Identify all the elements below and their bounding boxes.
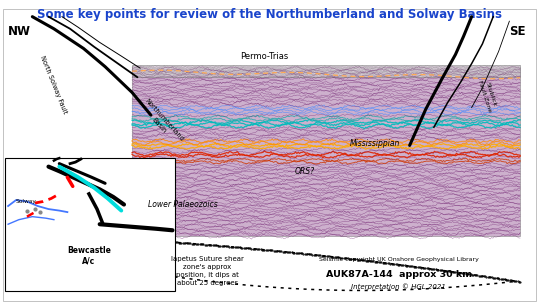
Bar (132, 67, 520, 236)
Text: SE: SE (509, 25, 526, 38)
Text: Mississippian: Mississippian (349, 139, 400, 148)
Text: Iapetus Suture shear
zone's approx
position, it dips at
about 25 degrees: Iapetus Suture shear zone's approx posit… (171, 256, 244, 286)
Text: Stublick
Fault Zone: Stublick Fault Zone (478, 78, 498, 113)
Text: North Solway Fault: North Solway Fault (39, 55, 68, 115)
Text: Solway: Solway (16, 199, 36, 204)
Text: Seismic copyright UK Onshore Geophysical Library: Seismic copyright UK Onshore Geophysical… (319, 257, 479, 261)
Bar (5, 158, 175, 291)
Text: Northumberland
Basin: Northumberland Basin (139, 98, 185, 148)
Text: Lower Palaeozoics: Lower Palaeozoics (148, 200, 218, 209)
Text: Permo-Trias: Permo-Trias (240, 52, 288, 61)
Text: AUK87A-144  approx 30 km: AUK87A-144 approx 30 km (326, 270, 472, 279)
Bar (132, 65, 520, 77)
Text: ORS?: ORS? (294, 167, 315, 176)
Text: Some key points for review of the Northumberland and Solway Basins: Some key points for review of the Northu… (37, 8, 502, 21)
Text: Bewcastle
A/c: Bewcastle A/c (67, 246, 111, 266)
Text: NW: NW (8, 25, 31, 38)
Text: Interpretation © HGL 2021: Interpretation © HGL 2021 (351, 283, 446, 290)
